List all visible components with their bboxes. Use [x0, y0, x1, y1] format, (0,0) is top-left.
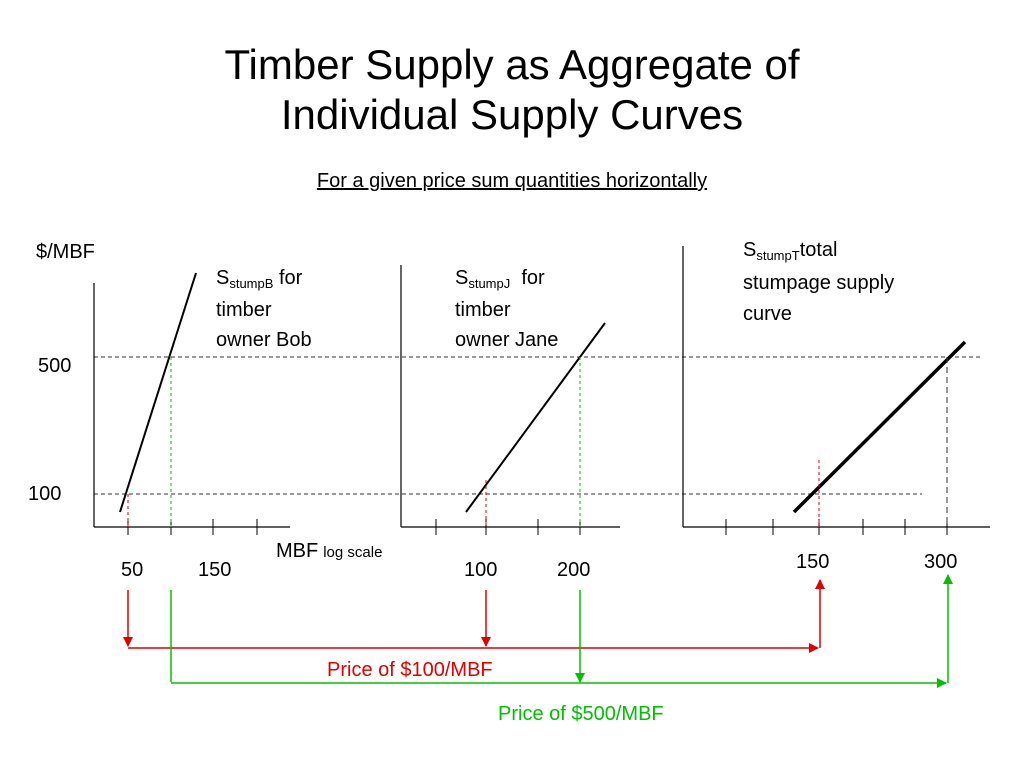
price-500-label: Price of $500/MBF	[498, 703, 664, 725]
total-curve-label-line2: stumpage supply	[743, 272, 894, 294]
title-line-2: Individual Supply Curves	[280, 91, 744, 138]
panel-bob: SstumpB for timber owner Bob 50 150	[93, 267, 312, 581]
jane-x-tick-100: 100	[464, 559, 497, 581]
panel-total: SstumpTtotal stumpage supply curve 150 3…	[682, 239, 990, 573]
jane-curve-label: SstumpJ for	[455, 267, 545, 291]
jane-x-tick-200: 200	[557, 559, 590, 581]
bob-curve-label-line2: timber	[216, 299, 272, 321]
jane-curve-label-line3: owner Jane	[455, 329, 558, 351]
slide-subtitle: For a given price sum quantities horizon…	[316, 170, 708, 192]
bob-curve-label: SstumpB for	[216, 267, 303, 291]
title-line-1: Timber Supply as Aggregate of	[224, 41, 800, 88]
aggregation-arrows-price-100	[123, 579, 825, 653]
bob-curve-label-line3: owner Bob	[216, 329, 312, 351]
total-supply-curve	[792, 340, 967, 514]
bob-supply-curve	[119, 272, 197, 513]
total-curve-label: SstumpTtotal	[743, 239, 838, 263]
y-axis-unit-label: $/MBF	[36, 241, 95, 263]
bob-x-tick-50: 50	[121, 559, 143, 581]
y-tick-500: 500	[38, 355, 71, 377]
panel-jane: SstumpJ for timber owner Jane 100 200	[400, 265, 620, 581]
x-axis-unit-label: MBF log scale	[276, 540, 382, 562]
slide-title: Timber Supply as Aggregate of Individual…	[0, 40, 1024, 140]
price-100-label: Price of $100/MBF	[327, 659, 493, 681]
bob-x-tick-150: 150	[198, 559, 231, 581]
total-x-tick-300: 300	[924, 551, 957, 573]
aggregation-arrows-price-500	[170, 574, 953, 688]
jane-curve-label-line2: timber	[455, 299, 511, 321]
y-tick-100: 100	[28, 483, 61, 505]
total-curve-label-line3: curve	[743, 303, 792, 325]
jane-supply-curve	[465, 322, 606, 513]
total-x-tick-150: 150	[796, 551, 829, 573]
